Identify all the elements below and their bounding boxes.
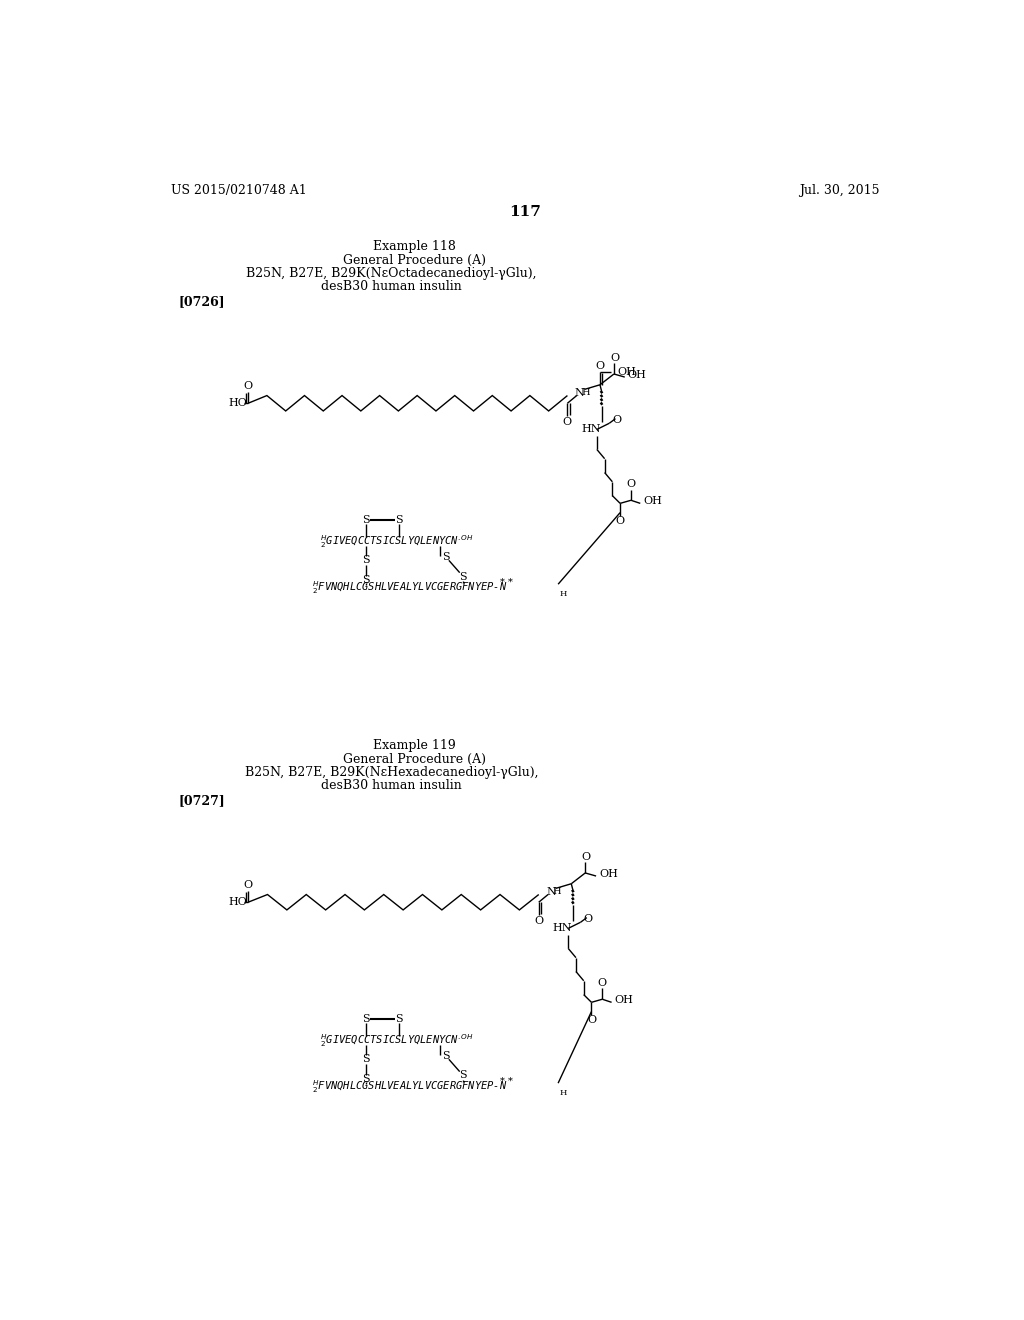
Text: O: O xyxy=(582,851,591,862)
Text: H: H xyxy=(552,887,561,896)
Text: US 2015/0210748 A1: US 2015/0210748 A1 xyxy=(171,185,306,197)
Text: Example 119: Example 119 xyxy=(374,739,456,752)
Text: $^{H}_{2}$FVNQHLCGSHLVEALYLVCGERGFNYEP-N: $^{H}_{2}$FVNQHLCGSHLVEALYLVCGERGFNYEP-N xyxy=(312,1078,508,1096)
Text: O: O xyxy=(244,880,253,890)
Text: HN: HN xyxy=(581,425,600,434)
Text: S: S xyxy=(442,1051,450,1061)
Text: * *: * * xyxy=(500,1077,513,1086)
Text: N: N xyxy=(546,887,556,898)
Text: Example 118: Example 118 xyxy=(374,240,456,253)
Text: O: O xyxy=(610,352,620,363)
Text: $^{H}_{2}$GIVEQCCTSICSLYQLENYCN$^{.OH}$: $^{H}_{2}$GIVEQCCTSICSLYQLENYCN$^{.OH}$ xyxy=(321,533,474,550)
Text: $^{H}_{2}$GIVEQCCTSICSLYQLENYCN$^{.OH}$: $^{H}_{2}$GIVEQCCTSICSLYQLENYCN$^{.OH}$ xyxy=(321,1032,474,1049)
Text: Jul. 30, 2015: Jul. 30, 2015 xyxy=(800,185,880,197)
Text: desB30 human insulin: desB30 human insulin xyxy=(322,779,462,792)
Text: O: O xyxy=(584,915,593,924)
Text: desB30 human insulin: desB30 human insulin xyxy=(322,280,462,293)
Text: S: S xyxy=(362,556,370,565)
Text: O: O xyxy=(535,916,544,925)
Text: O: O xyxy=(612,416,622,425)
Text: OH: OH xyxy=(617,367,636,376)
Text: H: H xyxy=(581,388,590,397)
Text: S: S xyxy=(362,1074,370,1084)
Text: HO: HO xyxy=(228,898,248,907)
Text: H: H xyxy=(560,590,567,598)
Text: OH: OH xyxy=(599,869,618,879)
Text: S: S xyxy=(395,515,403,525)
Text: O: O xyxy=(627,479,636,490)
Text: HO: HO xyxy=(228,399,248,408)
Text: S: S xyxy=(442,552,450,562)
Text: OH: OH xyxy=(614,995,634,1005)
Text: O: O xyxy=(598,978,607,989)
Text: S: S xyxy=(395,1014,403,1024)
Text: O: O xyxy=(563,417,572,426)
Text: B25N, B27E, B29K(NεHexadecanedioyl-γGlu),: B25N, B27E, B29K(NεHexadecanedioyl-γGlu)… xyxy=(245,767,539,779)
Text: HN: HN xyxy=(552,924,571,933)
Text: [0726]: [0726] xyxy=(178,296,225,308)
Text: * *: * * xyxy=(500,578,513,587)
Text: $^{H}_{2}$FVNQHLCGSHLVEALYLVCGERGFNYEP-N: $^{H}_{2}$FVNQHLCGSHLVEALYLVCGERGFNYEP-N xyxy=(312,579,508,597)
Text: B25N, B27E, B29K(NεOctadecanedioyl-γGlu),: B25N, B27E, B29K(NεOctadecanedioyl-γGlu)… xyxy=(246,268,537,280)
Text: N: N xyxy=(574,388,585,399)
Text: OH: OH xyxy=(643,496,663,506)
Text: S: S xyxy=(459,572,467,582)
Text: O: O xyxy=(615,516,625,527)
Text: S: S xyxy=(362,576,370,585)
Text: General Procedure (A): General Procedure (A) xyxy=(343,752,486,766)
Text: H: H xyxy=(560,1089,567,1097)
Text: General Procedure (A): General Procedure (A) xyxy=(343,253,486,267)
Text: S: S xyxy=(362,1055,370,1064)
Text: [0727]: [0727] xyxy=(178,795,225,807)
Text: O: O xyxy=(595,362,604,371)
Text: OH: OH xyxy=(628,370,647,380)
Text: O: O xyxy=(244,381,253,391)
Text: O: O xyxy=(587,1015,596,1026)
Text: S: S xyxy=(459,1071,467,1081)
Text: 117: 117 xyxy=(509,206,541,219)
Text: S: S xyxy=(362,515,370,525)
Text: S: S xyxy=(362,1014,370,1024)
